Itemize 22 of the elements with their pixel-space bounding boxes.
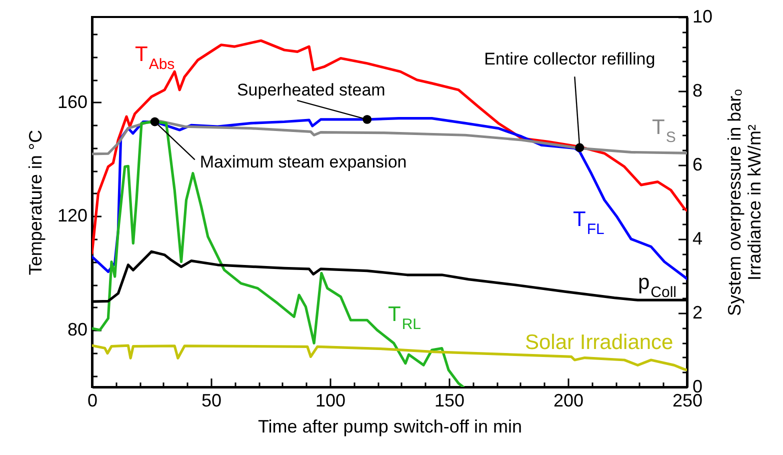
y2-tick-label: 4 <box>692 228 703 248</box>
y-tick-label: 160 <box>57 92 88 112</box>
y2-tick-label: 6 <box>692 154 703 174</box>
x-tick-label: 200 <box>553 390 584 410</box>
y-tick-label: 80 <box>67 320 88 340</box>
x-tick-label: 150 <box>434 390 465 410</box>
annotation: Maximum steam expansion <box>200 152 407 172</box>
x-tick-label: 0 <box>87 390 98 410</box>
y-axis-title: Temperature in °C <box>25 130 46 276</box>
x-tick-label: 100 <box>315 390 346 410</box>
x-axis-title: Time after pump switch-off in min <box>258 416 522 436</box>
y2-tick-label: 8 <box>692 80 703 100</box>
line-series <box>92 39 687 255</box>
annotation: Superheated steam <box>236 80 386 100</box>
x-tick-label: 50 <box>201 390 222 410</box>
line-series <box>92 118 687 156</box>
y2-axis-title: System overpressure in barₒ Irradiance in kW/m² <box>724 88 765 316</box>
y-tick-label: 120 <box>57 206 88 226</box>
y2-tick-label: 2 <box>692 302 703 322</box>
y2-tick-label: 10 <box>692 6 713 26</box>
annotation: Entire collector refilling <box>484 50 656 69</box>
series-label: Solar Irradiance <box>525 331 674 354</box>
